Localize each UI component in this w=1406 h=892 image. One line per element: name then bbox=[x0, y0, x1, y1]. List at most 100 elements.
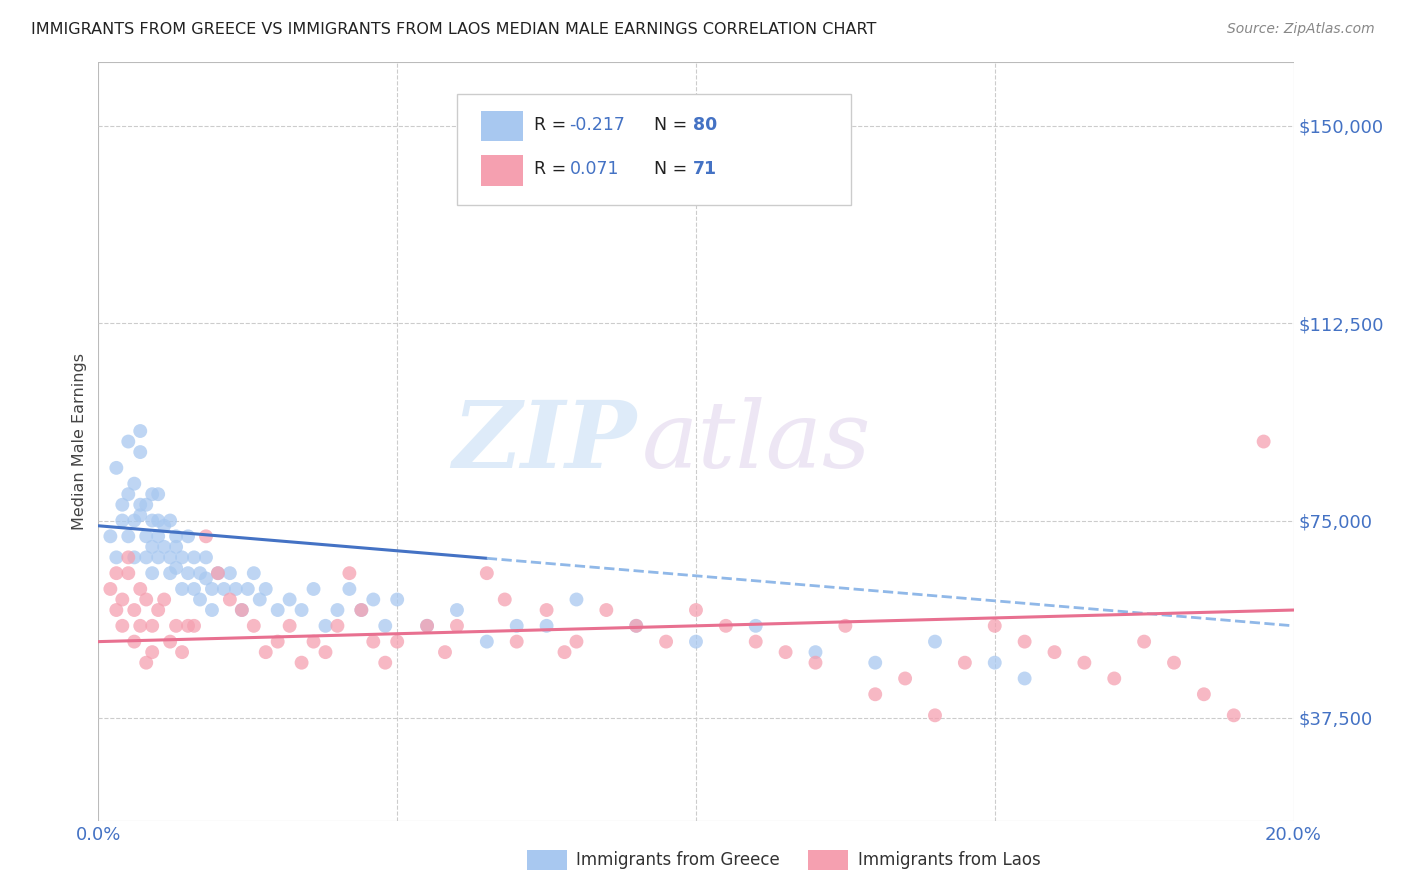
Point bbox=[141, 514, 163, 528]
Point bbox=[446, 619, 468, 633]
Point bbox=[153, 518, 176, 533]
Point bbox=[124, 476, 146, 491]
Point bbox=[745, 634, 768, 648]
Text: N =: N = bbox=[654, 161, 693, 178]
Point bbox=[416, 619, 439, 633]
Point bbox=[804, 656, 827, 670]
Point bbox=[1223, 708, 1246, 723]
Point bbox=[506, 619, 529, 633]
Point bbox=[416, 619, 439, 633]
Point bbox=[159, 634, 181, 648]
Point bbox=[111, 498, 134, 512]
Text: Immigrants from Laos: Immigrants from Laos bbox=[858, 851, 1040, 869]
Point bbox=[148, 487, 170, 501]
Point bbox=[254, 645, 277, 659]
Point bbox=[212, 582, 235, 596]
Text: Source: ZipAtlas.com: Source: ZipAtlas.com bbox=[1227, 22, 1375, 37]
Point bbox=[141, 645, 163, 659]
Point bbox=[219, 592, 242, 607]
Point bbox=[595, 603, 617, 617]
Point bbox=[117, 434, 139, 449]
Point bbox=[135, 529, 157, 543]
Point bbox=[236, 582, 259, 596]
Point bbox=[225, 582, 247, 596]
Point bbox=[685, 603, 707, 617]
Point bbox=[254, 582, 277, 596]
Point bbox=[1253, 434, 1275, 449]
Point bbox=[626, 619, 648, 633]
Point bbox=[267, 634, 290, 648]
Point bbox=[554, 645, 576, 659]
Point bbox=[183, 619, 205, 633]
Point bbox=[117, 487, 139, 501]
Point bbox=[129, 445, 152, 459]
Point bbox=[1014, 634, 1036, 648]
Text: 0.071: 0.071 bbox=[569, 161, 619, 178]
Point bbox=[363, 634, 385, 648]
Point bbox=[98, 529, 122, 543]
Point bbox=[984, 656, 1007, 670]
Point bbox=[506, 634, 529, 648]
Point bbox=[141, 540, 163, 554]
Point bbox=[135, 498, 157, 512]
Point bbox=[105, 603, 128, 617]
Point bbox=[302, 582, 325, 596]
Point bbox=[804, 645, 827, 659]
Point bbox=[494, 592, 516, 607]
Point bbox=[201, 582, 224, 596]
Point bbox=[117, 550, 139, 565]
Text: Immigrants from Greece: Immigrants from Greece bbox=[576, 851, 780, 869]
Point bbox=[714, 619, 737, 633]
Text: R =: R = bbox=[534, 161, 572, 178]
Point bbox=[219, 566, 242, 581]
Point bbox=[165, 619, 187, 633]
Point bbox=[183, 582, 205, 596]
Point bbox=[188, 566, 211, 581]
Point bbox=[655, 634, 678, 648]
Point bbox=[124, 514, 146, 528]
Point bbox=[129, 508, 152, 523]
Point bbox=[148, 550, 170, 565]
Point bbox=[129, 498, 152, 512]
Point bbox=[339, 566, 361, 581]
Point bbox=[374, 619, 396, 633]
Point bbox=[111, 619, 134, 633]
Point bbox=[105, 550, 128, 565]
Point bbox=[536, 619, 558, 633]
Text: N =: N = bbox=[654, 116, 693, 134]
Point bbox=[278, 619, 301, 633]
Point bbox=[111, 592, 134, 607]
Point bbox=[339, 582, 361, 596]
Text: 80: 80 bbox=[693, 116, 717, 134]
Point bbox=[315, 619, 337, 633]
Text: ZIP: ZIP bbox=[451, 397, 637, 486]
Point bbox=[195, 529, 218, 543]
Point bbox=[135, 550, 157, 565]
Point bbox=[1133, 634, 1156, 648]
Point bbox=[475, 634, 498, 648]
Text: IMMIGRANTS FROM GREECE VS IMMIGRANTS FROM LAOS MEDIAN MALE EARNINGS CORRELATION : IMMIGRANTS FROM GREECE VS IMMIGRANTS FRO… bbox=[31, 22, 876, 37]
Point bbox=[363, 592, 385, 607]
Point bbox=[195, 550, 218, 565]
Text: -0.217: -0.217 bbox=[569, 116, 626, 134]
Point bbox=[374, 656, 396, 670]
Point bbox=[177, 566, 200, 581]
Point bbox=[475, 566, 498, 581]
Text: R =: R = bbox=[534, 116, 572, 134]
Point bbox=[834, 619, 856, 633]
Point bbox=[105, 566, 128, 581]
Point bbox=[1043, 645, 1066, 659]
Point bbox=[148, 529, 170, 543]
Point bbox=[172, 582, 194, 596]
Point bbox=[129, 424, 152, 438]
Point bbox=[626, 619, 648, 633]
Point bbox=[153, 592, 176, 607]
Point bbox=[165, 561, 187, 575]
Point bbox=[685, 634, 707, 648]
Point bbox=[141, 619, 163, 633]
Point bbox=[207, 566, 229, 581]
Point bbox=[124, 634, 146, 648]
Point bbox=[159, 550, 181, 565]
Point bbox=[291, 656, 314, 670]
Point bbox=[865, 656, 887, 670]
